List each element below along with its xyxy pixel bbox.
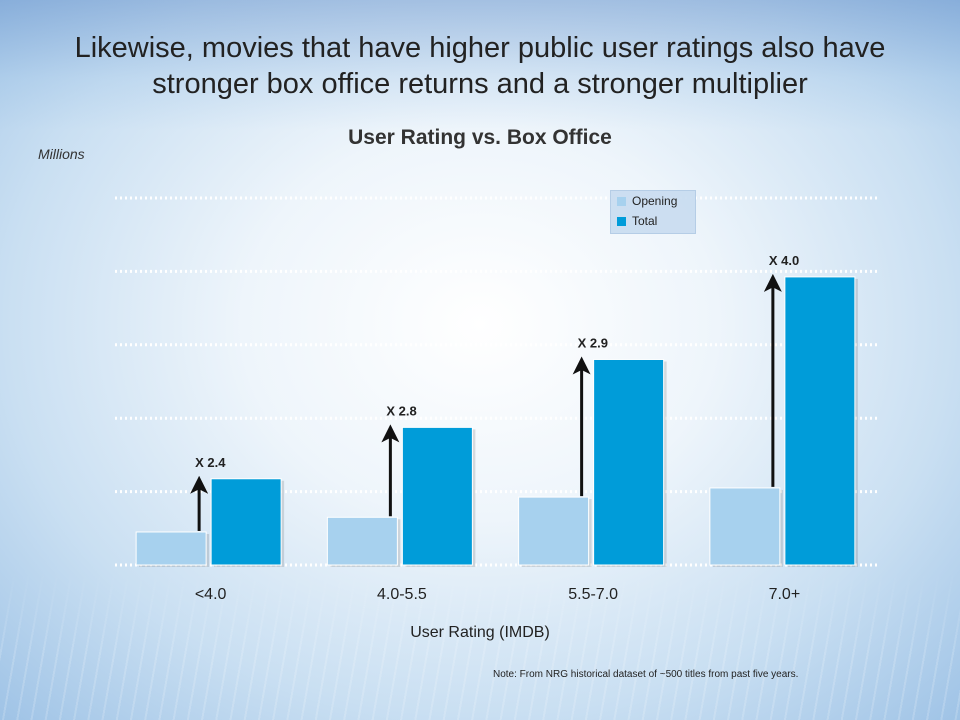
legend-item-total: Total (611, 211, 695, 231)
bar-total (784, 276, 856, 566)
bars (135, 276, 858, 567)
bar-opening (326, 516, 398, 566)
multiplier-label: X 2.4 (195, 455, 226, 470)
chart-legend: Opening Total (610, 190, 696, 234)
x-tick-label: 4.0-5.5 (377, 586, 427, 603)
multiplier-label: X 2.8 (386, 403, 416, 418)
x-tick-label: <4.0 (195, 586, 227, 603)
footnote: Note: From NRG historical dataset of ~50… (493, 669, 799, 680)
multiplier-label: X 2.9 (578, 335, 608, 350)
bar-opening (518, 496, 590, 566)
bar-opening (135, 531, 207, 566)
x-axis-title: User Rating (IMDB) (410, 624, 550, 641)
legend-swatch-opening (617, 196, 626, 206)
dna-background-decoration (0, 570, 960, 720)
bar-total (401, 426, 473, 566)
multiplier-arrows (190, 273, 782, 531)
bar-total (593, 358, 665, 566)
bar-opening (709, 487, 781, 566)
bar-total (210, 478, 282, 566)
legend-item-opening: Opening (611, 191, 695, 211)
multiplier-label: X 4.0 (769, 253, 799, 268)
legend-label-total: Total (632, 214, 658, 228)
chart-title: User Rating vs. Box Office (348, 126, 612, 149)
labels: X 2.4 <4.0 X 2.8 4.0-5.5 X 2.9 5.5-7.0 X 4.0 7.… (195, 253, 800, 603)
legend-swatch-total (617, 216, 626, 226)
slide-headline: Likewise, movies that have higher public… (74, 32, 886, 100)
y-axis-unit-label: Millions (38, 146, 85, 162)
x-tick-label: 7.0+ (769, 586, 801, 603)
legend-label-opening: Opening (632, 194, 678, 208)
x-tick-label: 5.5-7.0 (568, 586, 618, 603)
